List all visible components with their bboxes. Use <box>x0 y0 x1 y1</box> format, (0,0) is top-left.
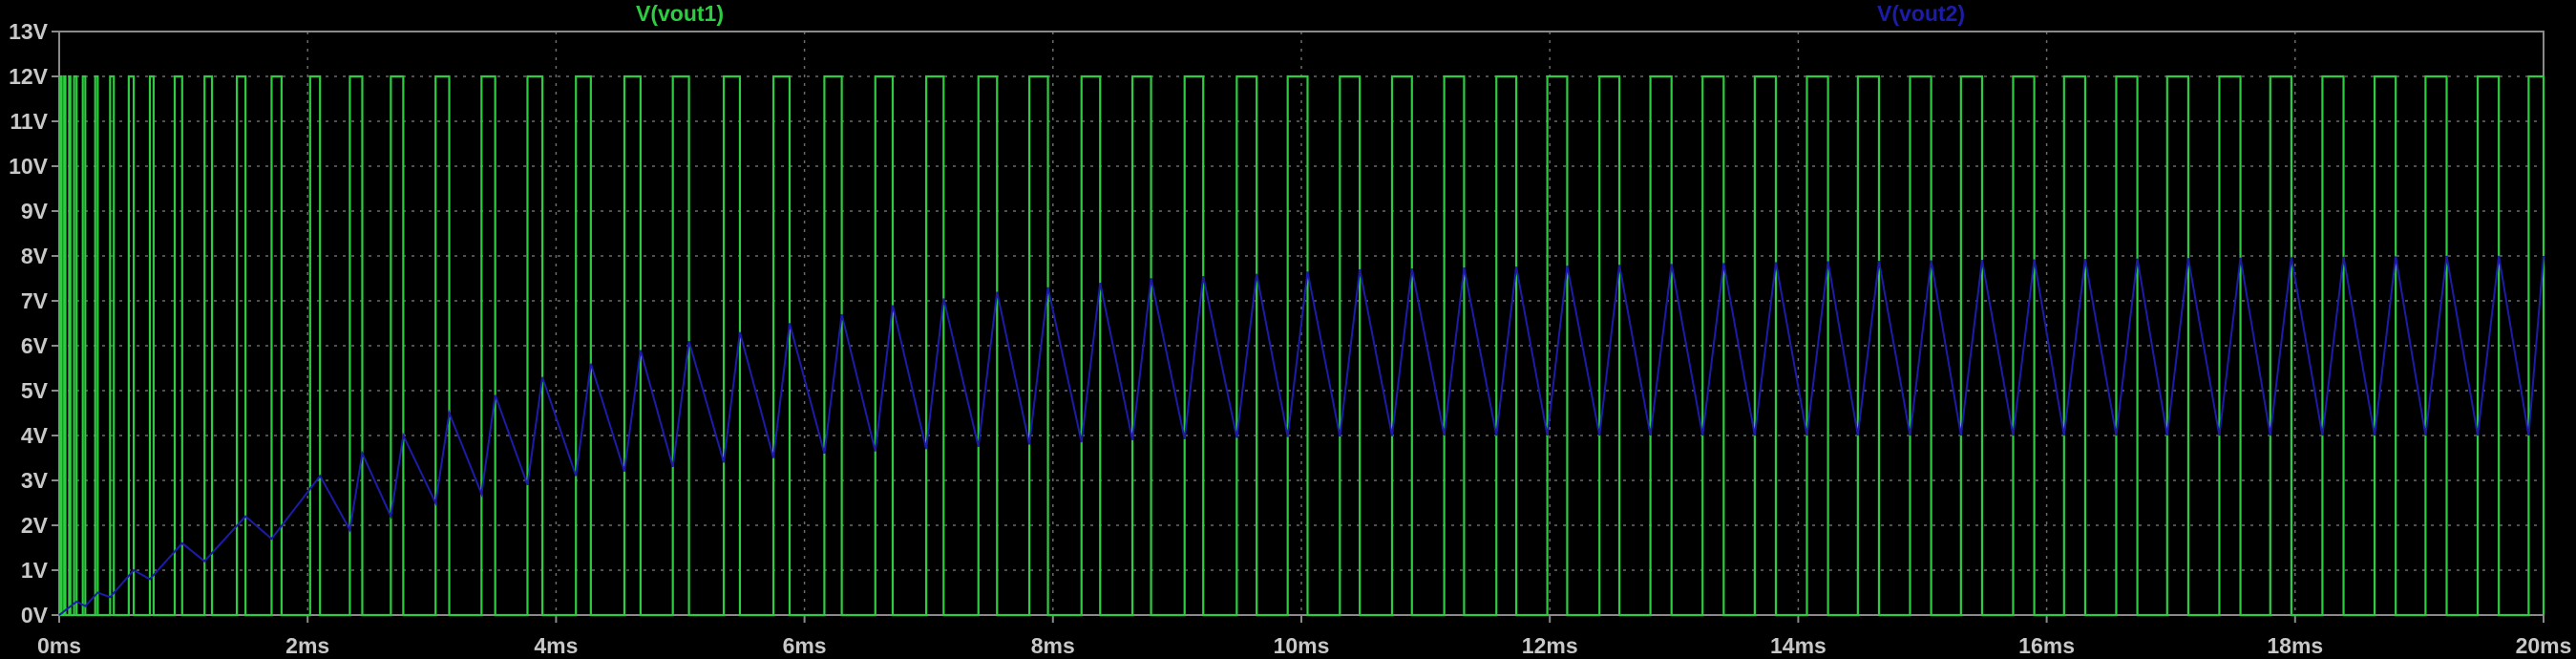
y-tick-label: 0V <box>21 603 49 627</box>
x-tick-label: 18ms <box>2267 633 2323 658</box>
x-tick-label: 20ms <box>2516 633 2572 658</box>
axis-ticks: 0ms 2ms 4ms 6ms 8ms 10ms 12ms 14ms 16ms 18ms 20ms 0… <box>9 19 2571 658</box>
x-tick-label: 6ms <box>783 633 827 658</box>
y-tick-label: 9V <box>21 199 49 223</box>
y-tick-label: 2V <box>21 513 49 538</box>
x-tick-label: 12ms <box>1522 633 1578 658</box>
y-tick-label: 12V <box>9 64 49 89</box>
y-tick-label: 6V <box>21 333 49 358</box>
x-tick-label: 2ms <box>285 633 329 658</box>
series-group <box>58 74 2545 617</box>
y-tick-label: 10V <box>9 154 49 179</box>
grid <box>59 32 2544 615</box>
y-tick-label: 8V <box>21 244 49 268</box>
x-tick-label: 4ms <box>534 633 578 658</box>
legend-entry-vout1: V(vout1) <box>636 1 724 26</box>
y-tick-label: 13V <box>9 19 49 44</box>
x-tick-label: 8ms <box>1031 633 1075 658</box>
y-tick-label: 11V <box>10 109 48 134</box>
legend-entry-vout2: V(vout2) <box>1877 1 1965 26</box>
x-tick-label: 14ms <box>1770 633 1826 658</box>
y-tick-label: 3V <box>21 468 49 493</box>
y-tick-label: 5V <box>21 378 49 403</box>
x-tick-label: 10ms <box>1274 633 1330 658</box>
x-tick-label: 16ms <box>2018 633 2075 658</box>
y-tick-label: 7V <box>21 288 49 313</box>
y-tick-label: 4V <box>21 423 49 448</box>
series-line-v-vout2 <box>58 255 2544 616</box>
x-tick-label: 0ms <box>37 633 81 658</box>
y-tick-label: 1V <box>21 558 49 583</box>
